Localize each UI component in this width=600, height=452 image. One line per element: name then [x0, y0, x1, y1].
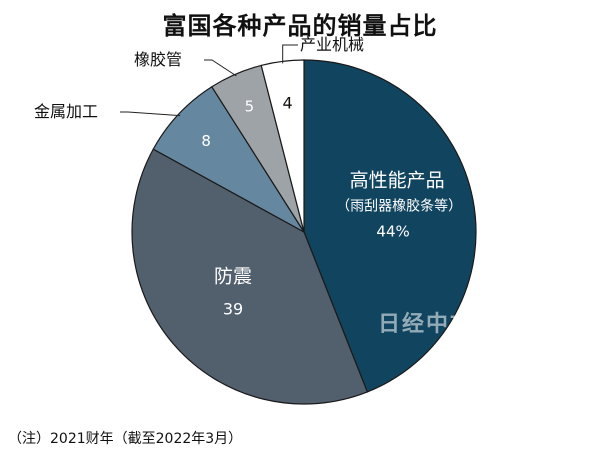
- pie-slice-防震: [131, 148, 369, 405]
- slice-value-label: 44%: [376, 223, 409, 241]
- slice-value-label: 5: [245, 98, 255, 116]
- slice-labels: 39 8 5 4 高性能产品 （雨刮器橡胶条等） 44% 防震 金属加工 橡胶管 产业机械: [34, 35, 462, 319]
- footnote: （注）2021财年（截至2022年3月）: [8, 431, 243, 447]
- slice-name-label: 金属加工: [34, 102, 98, 121]
- slice-name-label: 产业机械: [300, 35, 364, 54]
- leader-line: [120, 111, 181, 117]
- leader-lines: [120, 44, 298, 117]
- slice-value-label: 4: [283, 93, 293, 112]
- slice-value-label: 8: [201, 132, 211, 150]
- slice-name-label: 橡胶管: [134, 50, 182, 69]
- pie-slices: [131, 59, 477, 405]
- chart-title: 富国各种产品的销量占比: [162, 12, 438, 40]
- slice-sub-label: （雨刮器橡胶条等）: [336, 198, 462, 215]
- leader-line: [204, 59, 237, 77]
- slice-name-label: 防震: [214, 266, 252, 288]
- slice-value-label: 39: [223, 300, 243, 319]
- leader-line: [282, 44, 298, 64]
- slice-name-label: 高性能产品: [350, 170, 445, 192]
- pie-slice-高性能产品: [303, 59, 477, 393]
- watermark: 日经中文网: [378, 312, 499, 337]
